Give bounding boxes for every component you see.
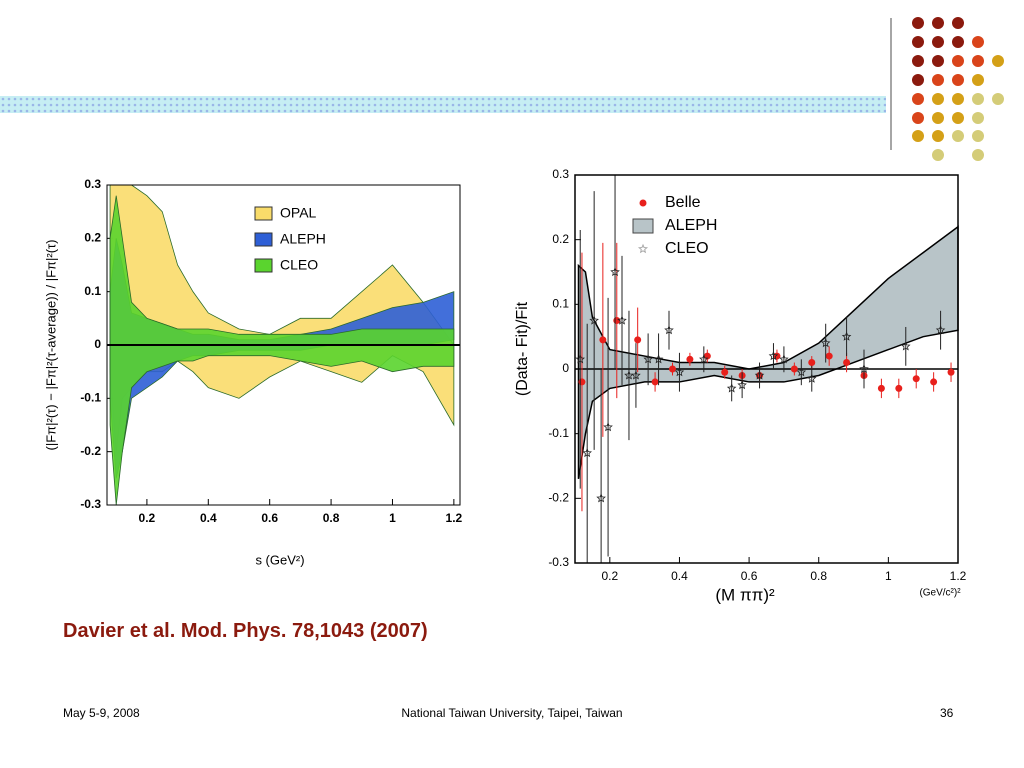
point <box>674 367 685 377</box>
y-tick-label: 0 <box>94 337 101 351</box>
x-tick-label: 0.8 <box>810 569 827 583</box>
point <box>859 363 869 374</box>
legend-marker <box>639 199 647 207</box>
point <box>686 355 694 363</box>
band <box>109 195 455 505</box>
legend-swatch <box>254 258 273 273</box>
y-tick-label: -0.1 <box>548 426 569 440</box>
x-axis-label: s (GeV²) <box>255 552 304 567</box>
y-tick-label: 0.3 <box>84 177 101 191</box>
x-tick-label: 0.2 <box>601 569 618 583</box>
right-chart: 0.3 0.2 0.1 0 -0.1 -0.2 -0.3 0.2 0.4 0.6 0.8 1 1.2 Be… <box>514 167 967 604</box>
point <box>631 370 641 380</box>
dot-grid <box>912 17 1004 161</box>
point <box>617 315 627 325</box>
band <box>577 225 959 480</box>
legend-swatch <box>632 218 654 234</box>
footer-page: 36 <box>940 706 954 720</box>
y-axis-label: (Data- Fit)/Fit <box>514 301 531 396</box>
point <box>935 325 946 335</box>
legend-label: Belle <box>665 194 701 211</box>
y-tick-label: 0.3 <box>552 167 569 181</box>
y-tick-label: 0 <box>562 361 569 375</box>
point <box>610 266 620 277</box>
point <box>754 370 765 380</box>
legend-label: CLEO <box>665 240 709 257</box>
bands <box>109 185 455 505</box>
x-tick-label: 0.6 <box>261 511 278 525</box>
y-tick-label: 0.2 <box>84 231 101 245</box>
y-tick-label: 0.2 <box>552 232 569 246</box>
legend-label: OPAL <box>280 205 317 221</box>
point <box>578 378 586 386</box>
point <box>947 368 955 376</box>
y-tick-label: -0.3 <box>548 555 569 569</box>
x-tick-label: 1.2 <box>446 511 463 525</box>
y-tick-label: -0.2 <box>548 491 569 505</box>
x-unit: (GeV/c²)² <box>919 588 961 599</box>
point <box>664 325 674 335</box>
y-tick-label: -0.1 <box>80 391 101 405</box>
point <box>634 336 642 344</box>
point <box>808 359 816 367</box>
point <box>912 375 920 383</box>
point <box>668 365 676 373</box>
x-tick-label: 0.2 <box>139 511 156 525</box>
point <box>843 359 851 367</box>
y-axis-label: (|Fπ|²(τ) − |Fπ|²(τ-average)) / |Fπ|²(τ) <box>43 240 58 451</box>
x-tick-label: 1 <box>389 511 396 525</box>
x-tick-label: 1 <box>885 569 892 583</box>
point <box>806 373 817 383</box>
point <box>841 331 852 341</box>
frame <box>574 174 959 564</box>
y-tick-label: -0.3 <box>80 497 101 511</box>
point <box>790 365 798 373</box>
point <box>825 352 833 360</box>
y-tick-label: 0.1 <box>552 297 569 311</box>
point <box>651 378 659 386</box>
point <box>895 384 903 392</box>
point <box>653 354 664 364</box>
legend-label: CLEO <box>280 257 318 273</box>
x-tick-label: 0.6 <box>741 569 758 583</box>
footer-date: May 5-9, 2008 <box>63 706 140 720</box>
legend-swatch <box>254 232 273 247</box>
x-axis-label: (M ππ)² <box>715 585 775 604</box>
y-tick-label: -0.2 <box>80 444 101 458</box>
x-tick-label: 0.4 <box>200 511 217 525</box>
y-tick-label: 0.1 <box>84 284 101 298</box>
point <box>596 493 606 503</box>
legend-marker <box>637 243 649 254</box>
left-chart: 0.3 0.2 0.1 0 -0.1 -0.2 -0.3 0.2 0.4 0.6 0.8 1 1.2 OP… <box>43 177 463 567</box>
point <box>603 422 613 432</box>
point <box>900 341 911 351</box>
point <box>779 354 789 364</box>
point <box>599 336 607 344</box>
x-tick-label: 0.4 <box>671 569 688 583</box>
point <box>699 354 709 364</box>
point <box>877 384 885 392</box>
point <box>721 368 729 376</box>
footer-venue: National Taiwan University, Taipei, Taiw… <box>401 706 623 720</box>
point <box>726 383 737 393</box>
x-tick-label: 0.8 <box>323 511 340 525</box>
legend-label: ALEPH <box>280 231 326 247</box>
point <box>930 378 938 386</box>
point <box>589 315 599 325</box>
legend-swatch <box>254 206 273 221</box>
point <box>737 380 747 390</box>
point <box>796 367 807 377</box>
point <box>820 338 831 348</box>
legend-label: ALEPH <box>665 217 717 234</box>
point <box>582 448 592 458</box>
citation: Davier et al. Mod. Phys. 78,1043 (2007) <box>63 620 428 642</box>
header-band <box>0 96 886 113</box>
frame <box>106 184 461 506</box>
point <box>643 354 653 364</box>
point <box>575 354 586 364</box>
point <box>768 351 779 361</box>
x-tick-label: 1.2 <box>950 569 967 583</box>
